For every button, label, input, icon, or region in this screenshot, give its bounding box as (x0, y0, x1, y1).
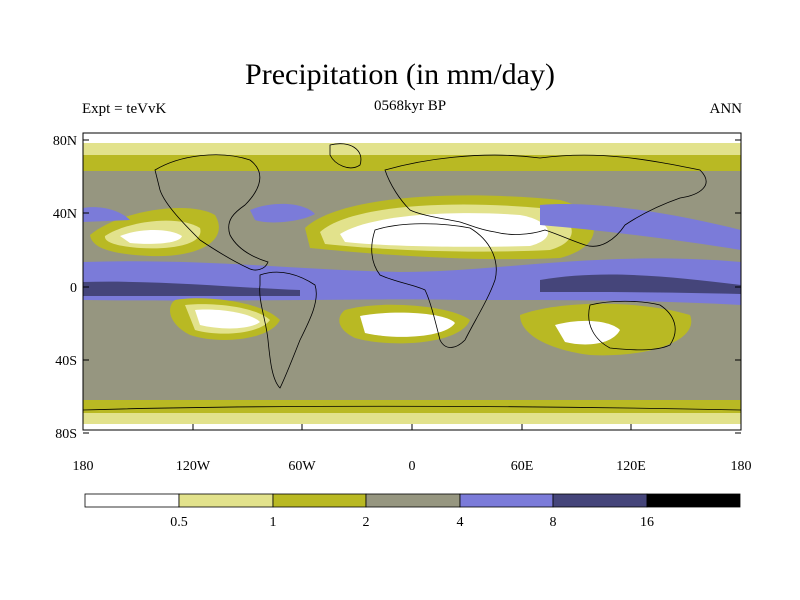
colorbar-level-label: 8 (550, 515, 557, 530)
colorbar-level-label: 16 (640, 515, 654, 530)
lon-tick-label: 120W (176, 459, 211, 474)
lon-tick-label: 60E (511, 459, 534, 474)
lat-tick-label: 40S (55, 354, 77, 369)
lon-tick-label: 120E (616, 459, 646, 474)
precipitation-field (82, 132, 742, 431)
lat-tick-label: 0 (70, 281, 77, 296)
colorbar-swatch (365, 493, 461, 508)
coastlines (82, 143, 742, 411)
lat-tick-label: 80S (55, 427, 77, 442)
longitude-axis: 180 120W 60W 0 60E 120E 180 (73, 424, 752, 474)
lat-tick-label: 80N (53, 134, 77, 149)
colorbar-swatch (84, 493, 180, 508)
colorbar-level-label: 4 (457, 515, 464, 530)
colorbar-level-label: 0.5 (170, 515, 188, 530)
experiment-label: Expt = teVvK (82, 101, 167, 117)
colorbar-level-label: 1 (270, 515, 277, 530)
colorbar-swatch (272, 493, 367, 508)
lon-tick-label: 0 (409, 459, 416, 474)
map-title: Precipitation (in mm/day) (245, 58, 555, 91)
lon-tick-label: 180 (731, 459, 752, 474)
latitude-axis: 80N 40N 0 40S 80S (53, 134, 741, 442)
colorbar-level-label: 2 (363, 515, 370, 530)
colorbar-swatch (459, 493, 554, 508)
lon-tick-label: 180 (73, 459, 94, 474)
lon-tick-label: 60W (288, 459, 316, 474)
time-label: 0568kyr BP (373, 98, 447, 114)
season-label: ANN (709, 101, 743, 117)
lat-tick-label: 40N (53, 207, 77, 222)
colorbar: 0.5 1 2 4 8 16 (84, 493, 741, 530)
colorbar-swatch (552, 493, 648, 508)
colorbar-swatch (646, 493, 741, 508)
colorbar-swatch (178, 493, 274, 508)
